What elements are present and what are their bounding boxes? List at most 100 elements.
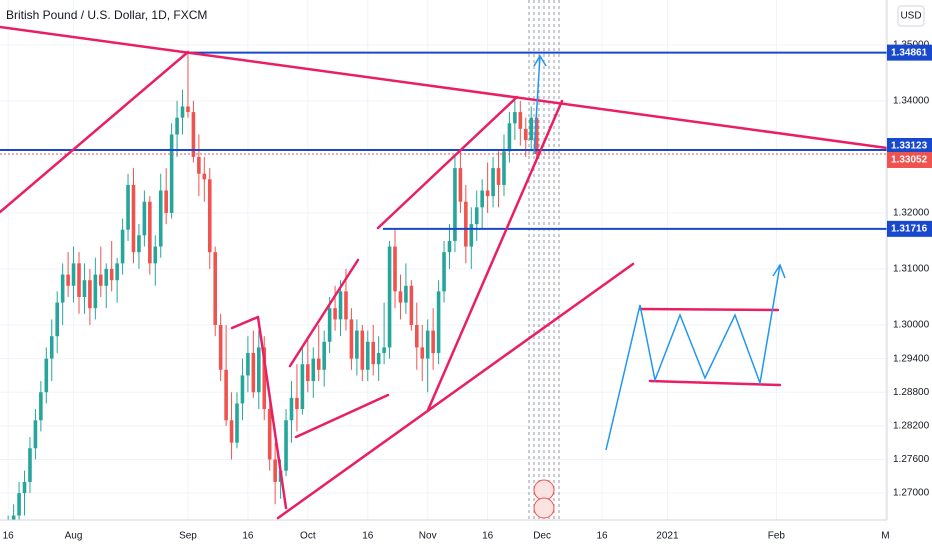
candle-body [529,117,534,141]
price-label-box [887,44,932,61]
candle-body [425,330,430,359]
candle-body [224,369,228,421]
candle-body [306,364,310,382]
candle-body [360,330,365,370]
candle-body [523,128,528,141]
y-tick-label: 1.31000 [893,264,930,275]
candle-body [115,263,119,281]
candle-body [507,123,512,152]
candle-body [71,263,76,286]
candle-body [175,117,179,135]
x-tick-label: Nov [419,531,437,542]
candle-body [197,156,201,174]
candle-body [251,353,256,393]
candle-body [256,347,261,393]
candle-body [39,392,43,421]
candle-body [371,341,376,365]
candle-body [93,274,98,309]
candle-body [398,291,403,303]
candle-body [213,252,218,325]
candle-body [126,184,130,230]
candle-body [164,190,168,213]
candle-body [382,347,386,354]
candle-body [273,459,277,482]
y-tick-label: 1.27000 [893,488,930,499]
candle-body [415,325,419,348]
candle-body [502,151,506,185]
candle-body [393,246,397,292]
candle-body [28,448,32,482]
candle-body [420,347,425,359]
candle-body [409,285,414,325]
price-label: 1.34861 [891,47,928,58]
candle-body [491,168,495,197]
chart-title: British Pound / U.S. Dollar, 1D, FXCM [6,8,207,22]
x-tick-label: 16 [3,531,15,542]
candle-body [338,291,343,320]
candle-body [442,252,446,292]
candle-body [60,274,65,303]
candle-body [131,184,136,253]
candle-body [300,364,305,410]
candle-body [474,207,479,225]
axes: 1.350001.340001.320001.310001.300001.294… [3,39,932,542]
candle-body [88,280,92,309]
candle-body [316,358,321,370]
candle-body [333,308,337,320]
x-tick-label: 16 [362,531,374,542]
candle-body [246,353,250,376]
y-tick-label: 1.29400 [893,353,930,364]
y-tick-label: 1.34000 [893,96,930,107]
x-tick-label: 16 [596,531,608,542]
candle-body [180,106,185,118]
time-axis [0,520,887,550]
candle-body [104,268,109,286]
candle-body [142,201,147,236]
x-tick-label: Oct [300,531,316,542]
candle-body [120,229,125,264]
candle-body [518,112,523,129]
candle-body [153,246,158,264]
candle-body [191,112,196,157]
trend-lines [0,25,889,520]
levels [0,51,887,230]
y-tick-label: 1.28200 [893,421,930,432]
x-tick-label: Sep [179,531,197,542]
candle-body [387,246,392,348]
candle-body [349,319,354,359]
x-tick-label: Feb [768,531,786,542]
candle-body [469,224,474,247]
price-label-box [887,151,932,168]
candle-body [453,168,457,241]
x-tick-label: 16 [482,531,494,542]
event-icons [533,479,555,519]
currency-label: USD [900,11,921,22]
candle-body [82,280,87,297]
currency-button[interactable] [897,5,925,27]
candle-body [458,168,463,202]
candle-body [98,274,103,286]
candle-body [480,190,484,208]
candle-body [464,201,468,247]
candle-body [207,179,212,253]
candle-body [534,117,539,155]
candle-body [295,397,299,410]
x-tick-label: Dec [533,531,551,542]
candle-body [109,268,114,281]
candle-body [355,330,359,359]
y-tick-label: 1.28800 [893,387,930,398]
candle-body [327,308,332,342]
candle-body [148,201,152,264]
x-tick-label: M [881,531,889,542]
price-axis [887,0,932,550]
candle-body [365,341,370,370]
candle-body [202,173,207,180]
candle-body [404,285,408,303]
grid [0,0,887,520]
candle-body [158,190,163,247]
projection-arrows [533,54,786,451]
candle-body [436,291,441,354]
price-label-box [887,220,932,237]
